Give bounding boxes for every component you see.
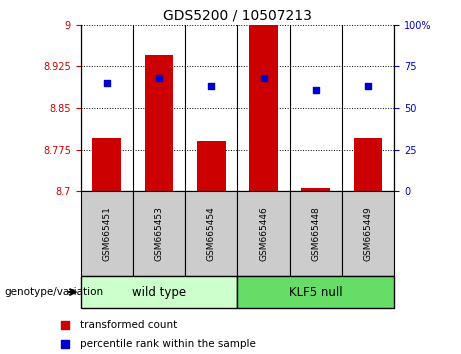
Point [364, 84, 372, 89]
Point [103, 80, 111, 86]
Text: GSM665448: GSM665448 [311, 206, 320, 261]
Bar [197, 141, 226, 191]
Point [312, 87, 319, 92]
Bar [354, 138, 382, 191]
Point [305, 272, 313, 278]
Text: KLF5 null: KLF5 null [289, 286, 343, 298]
Point [305, 98, 313, 104]
Text: transformed count: transformed count [80, 320, 177, 330]
Bar [249, 19, 278, 191]
Text: GSM665449: GSM665449 [364, 206, 372, 261]
Bar [185, 191, 237, 276]
Text: wild type: wild type [132, 286, 186, 298]
Bar [81, 276, 237, 308]
Bar [290, 191, 342, 276]
Point [260, 75, 267, 81]
Text: percentile rank within the sample: percentile rank within the sample [80, 339, 256, 349]
Point [207, 84, 215, 89]
Bar [237, 191, 290, 276]
Bar [133, 191, 185, 276]
Bar [237, 276, 394, 308]
Bar [81, 191, 133, 276]
Bar [342, 191, 394, 276]
Text: GSM665454: GSM665454 [207, 206, 216, 261]
Bar [301, 188, 330, 191]
Point [155, 75, 163, 81]
Title: GDS5200 / 10507213: GDS5200 / 10507213 [163, 8, 312, 22]
Text: GSM665446: GSM665446 [259, 206, 268, 261]
Text: genotype/variation: genotype/variation [5, 287, 104, 297]
Text: GSM665453: GSM665453 [154, 206, 164, 261]
Bar [145, 55, 173, 191]
Bar [92, 138, 121, 191]
Text: GSM665451: GSM665451 [102, 206, 111, 261]
